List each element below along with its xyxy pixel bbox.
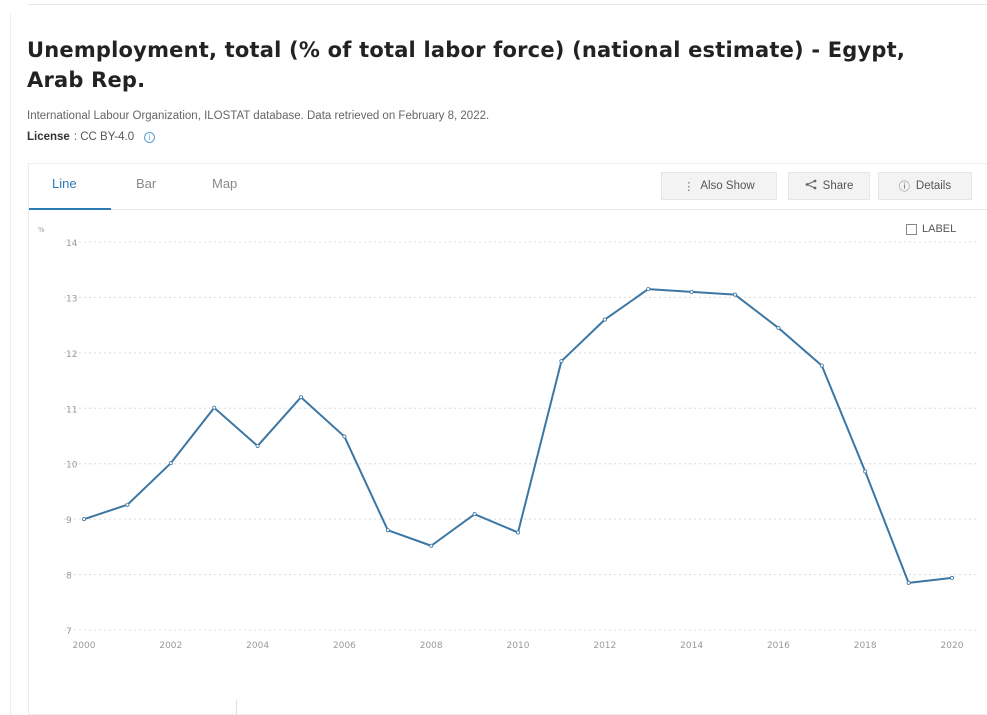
data-point (298, 395, 303, 400)
data-point (689, 289, 694, 294)
y-tick-label: 13 (66, 294, 77, 304)
x-tick-label: 2016 (767, 641, 790, 651)
data-point (646, 287, 651, 292)
info-circle-icon: ⓘ (898, 181, 910, 193)
y-tick-label: 12 (66, 350, 77, 360)
data-point (863, 469, 868, 474)
active-tab-indicator (29, 208, 111, 210)
data-point (950, 575, 955, 580)
data-point (125, 502, 130, 507)
x-tick-label: 2018 (854, 641, 877, 651)
line-chart: 7 8 9 10 11 12 13 14% 2000 2002 2004 2006 2008 2010 20… (38, 226, 978, 651)
x-tick-label: 2012 (593, 641, 616, 651)
x-tick-label: 2002 (159, 641, 182, 651)
y-tick-label: 14 (66, 239, 78, 249)
tab-line[interactable]: Line (52, 176, 77, 191)
data-point (168, 461, 173, 466)
data-point (515, 530, 520, 535)
page-title: Unemployment, total (% of total labor fo… (27, 38, 906, 92)
chart-tabs: Line Bar Map ⋮ Also Show Share ⓘ Details (29, 164, 987, 210)
license-value: : CC BY-4.0 (73, 131, 135, 143)
data-point (385, 528, 390, 533)
tab-bar[interactable]: Bar (136, 176, 157, 191)
bottom-divider (236, 700, 237, 715)
y-tick-label: 9 (66, 516, 72, 526)
details-label: Details (915, 180, 952, 192)
data-point (342, 434, 347, 439)
y-tick-label: 8 (66, 572, 72, 582)
license-row: License : CC BY-4.0 i (27, 131, 156, 143)
data-point (602, 317, 607, 322)
info-icon[interactable]: i (144, 131, 156, 143)
share-label: Share (822, 180, 854, 192)
data-point (82, 517, 87, 522)
also-show-label: Also Show (700, 180, 755, 192)
x-tick-label: 2000 (73, 641, 96, 651)
y-axis-label: % (38, 226, 45, 234)
left-divider (10, 14, 11, 715)
x-tick-label: 2004 (246, 641, 269, 651)
vertical-dots-icon: ⋮ (683, 180, 695, 193)
details-button[interactable]: ⓘ Details (878, 172, 972, 200)
share-button[interactable]: Share (788, 172, 870, 200)
x-tick-label: 2020 (941, 641, 964, 651)
data-point (776, 325, 781, 330)
x-tick-label: 2008 (420, 641, 443, 651)
share-icon (805, 179, 817, 193)
series-line (83, 288, 953, 584)
data-point (429, 543, 434, 548)
x-tick-label: 2006 (333, 641, 356, 651)
data-point (212, 405, 217, 410)
x-tick-label: 2010 (507, 641, 530, 651)
source-text: International Labour Organization, ILOST… (27, 110, 490, 122)
data-point (733, 292, 738, 297)
data-point (819, 363, 824, 368)
y-tick-label: 10 (66, 461, 78, 471)
also-show-button[interactable]: ⋮ Also Show (661, 172, 777, 200)
label-checkbox[interactable] (906, 223, 917, 235)
label-toggle[interactable]: LABEL (906, 223, 956, 235)
license-label: License (27, 131, 70, 143)
data-point (906, 580, 911, 585)
y-tick-label: 11 (66, 405, 77, 415)
label-toggle-text: LABEL (922, 223, 957, 235)
data-point (559, 359, 564, 364)
x-tick-label: 2014 (680, 641, 703, 651)
chart-panel: Line Bar Map ⋮ Also Show Share ⓘ Details… (28, 163, 987, 715)
y-tick-label: 7 (66, 627, 72, 637)
data-point (255, 443, 260, 448)
top-divider (28, 4, 987, 5)
data-point (472, 512, 477, 517)
tab-map[interactable]: Map (212, 176, 238, 191)
